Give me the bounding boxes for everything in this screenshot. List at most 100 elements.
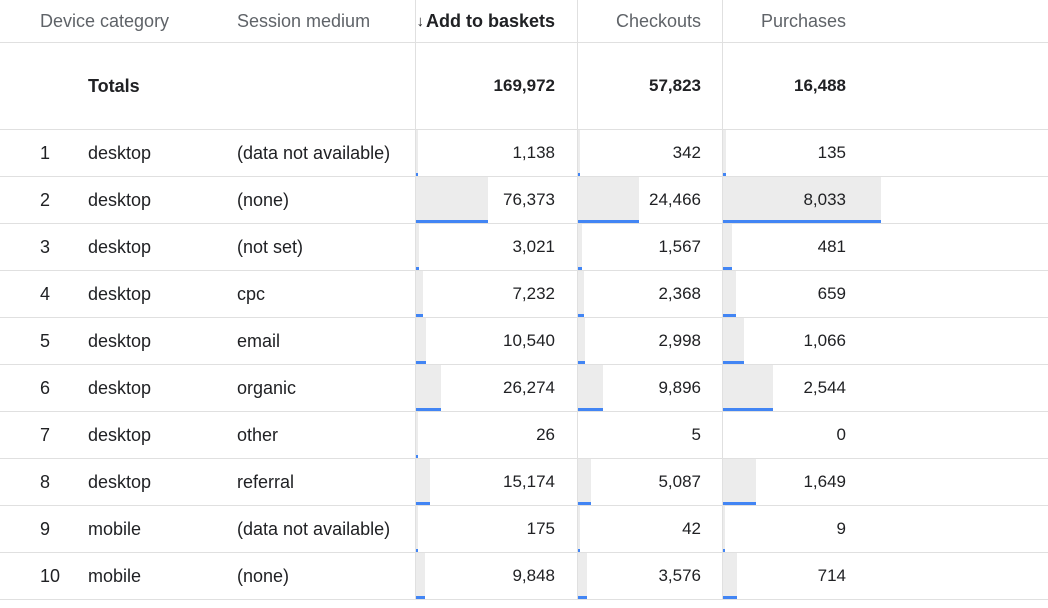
totals-label: Totals (88, 75, 140, 96)
add-to-baskets-share-bar (416, 130, 418, 176)
add-to-baskets-value: 7,232 (512, 284, 555, 303)
device-category-cell: desktop (88, 424, 152, 445)
row-index: 8 (40, 471, 51, 492)
add-to-baskets-cell: 10,540 (415, 318, 577, 364)
add-to-baskets-value: 26 (536, 425, 555, 444)
session-medium-cell: other (237, 424, 279, 445)
row-index: 10 (40, 565, 61, 586)
device-category-cell: desktop (88, 236, 152, 257)
session-medium-cell: (not set) (237, 236, 304, 257)
add-to-baskets-value: 76,373 (503, 190, 555, 209)
device-category-cell: desktop (88, 471, 152, 492)
row-index: 7 (40, 424, 51, 445)
purchases-value: 9 (836, 519, 846, 538)
add-to-baskets-share-bar (416, 412, 418, 458)
table-row[interactable]: 9 mobile (data not available) 175 42 9 (0, 506, 1048, 553)
checkouts-share-bar (578, 224, 582, 270)
purchases-cell: 659 (722, 271, 1048, 317)
table-row[interactable]: 1 desktop (data not available) 1,138 342 135 (0, 130, 1048, 177)
purchases-share-bar (723, 177, 881, 223)
add-to-baskets-cell: 9,848 (415, 553, 577, 599)
row-index: 6 (40, 377, 51, 398)
table-row[interactable]: 8 desktop referral 15,174 5,087 1,649 (0, 459, 1048, 506)
session-medium-cell: email (237, 330, 281, 351)
totals-add-to-baskets-cell: 169,972 (415, 43, 577, 129)
checkouts-cell: 42 (577, 506, 722, 552)
checkouts-value: 3,576 (658, 566, 701, 585)
table-row[interactable]: 2 desktop (none) 76,373 24,466 8,033 (0, 177, 1048, 224)
checkouts-value: 342 (672, 143, 701, 162)
table-row[interactable]: 3 desktop (not set) 3,021 1,567 481 (0, 224, 1048, 271)
checkouts-cell: 5 (577, 412, 722, 458)
row-index: 4 (40, 283, 51, 304)
purchases-share-bar (723, 459, 756, 505)
purchases-share-bar (723, 271, 736, 317)
add-to-baskets-share-bar (416, 177, 488, 223)
checkouts-value: 24,466 (649, 190, 701, 209)
table-header: Device category Session medium ↓ Add to … (0, 0, 1048, 43)
add-to-baskets-share-bar (416, 553, 425, 599)
purchases-value: 1,649 (803, 472, 846, 491)
row-index: 9 (40, 518, 51, 539)
checkouts-value: 5,087 (658, 472, 701, 491)
purchases-cell: 714 (722, 553, 1048, 599)
purchases-value: 2,544 (803, 378, 846, 397)
device-category-header[interactable]: Device category (40, 10, 170, 31)
checkouts-value: 9,896 (658, 378, 701, 397)
device-category-cell: desktop (88, 283, 152, 304)
add-to-baskets-share-bar (416, 506, 418, 552)
session-medium-cell: (data not available) (237, 518, 391, 539)
purchases-cell: 8,033 (722, 177, 1048, 223)
row-index: 2 (40, 189, 51, 210)
checkouts-value: 5 (691, 425, 701, 444)
add-to-baskets-cell: 26 (415, 412, 577, 458)
add-to-baskets-cell: 15,174 (415, 459, 577, 505)
arrow-down-icon: ↓ (416, 12, 424, 30)
purchases-cell: 481 (722, 224, 1048, 270)
session-medium-cell: (none) (237, 565, 290, 586)
checkouts-share-bar (578, 271, 584, 317)
checkouts-cell: 24,466 (577, 177, 722, 223)
table-row[interactable]: 6 desktop organic 26,274 9,896 2,544 (0, 365, 1048, 412)
session-medium-cell: referral (237, 471, 295, 492)
purchases-value: 135 (817, 143, 846, 162)
table-row[interactable]: 10 mobile (none) 9,848 3,576 714 (0, 553, 1048, 600)
checkouts-share-bar (578, 318, 585, 364)
add-to-baskets-value: 15,174 (503, 472, 555, 491)
checkouts-cell: 2,368 (577, 271, 722, 317)
checkouts-cell: 3,576 (577, 553, 722, 599)
add-to-baskets-cell: 1,138 (415, 130, 577, 176)
add-to-baskets-share-bar (416, 224, 419, 270)
add-to-baskets-cell: 7,232 (415, 271, 577, 317)
add-to-baskets-value: 175 (526, 519, 555, 538)
add-to-baskets-cell: 175 (415, 506, 577, 552)
add-to-baskets-cell: 26,274 (415, 365, 577, 411)
table-row[interactable]: 5 desktop email 10,540 2,998 1,066 (0, 318, 1048, 365)
add-to-baskets-header[interactable]: ↓ Add to baskets (415, 0, 577, 42)
checkouts-cell: 9,896 (577, 365, 722, 411)
purchases-value: 8,033 (803, 190, 846, 209)
purchases-share-bar (723, 553, 737, 599)
checkouts-value: 2,368 (658, 284, 701, 303)
session-medium-header[interactable]: Session medium (237, 10, 371, 31)
checkouts-header[interactable]: Checkouts (577, 0, 722, 42)
purchases-cell: 1,649 (722, 459, 1048, 505)
purchases-value: 1,066 (803, 331, 846, 350)
purchases-share-bar (723, 318, 744, 364)
device-category-cell: mobile (88, 518, 142, 539)
row-index: 5 (40, 330, 51, 351)
checkouts-cell: 1,567 (577, 224, 722, 270)
device-category-cell: desktop (88, 142, 152, 163)
add-to-baskets-cell: 76,373 (415, 177, 577, 223)
purchases-cell: 1,066 (722, 318, 1048, 364)
table-row[interactable]: 4 desktop cpc 7,232 2,368 659 (0, 271, 1048, 318)
purchases-header[interactable]: Purchases (722, 0, 1048, 42)
session-medium-cell: cpc (237, 283, 266, 304)
purchases-cell: 0 (722, 412, 1048, 458)
add-to-baskets-share-bar (416, 459, 430, 505)
add-to-baskets-value: 3,021 (512, 237, 555, 256)
row-index: 1 (40, 142, 51, 163)
device-category-cell: mobile (88, 565, 142, 586)
table-row[interactable]: 7 desktop other 26 5 0 (0, 412, 1048, 459)
